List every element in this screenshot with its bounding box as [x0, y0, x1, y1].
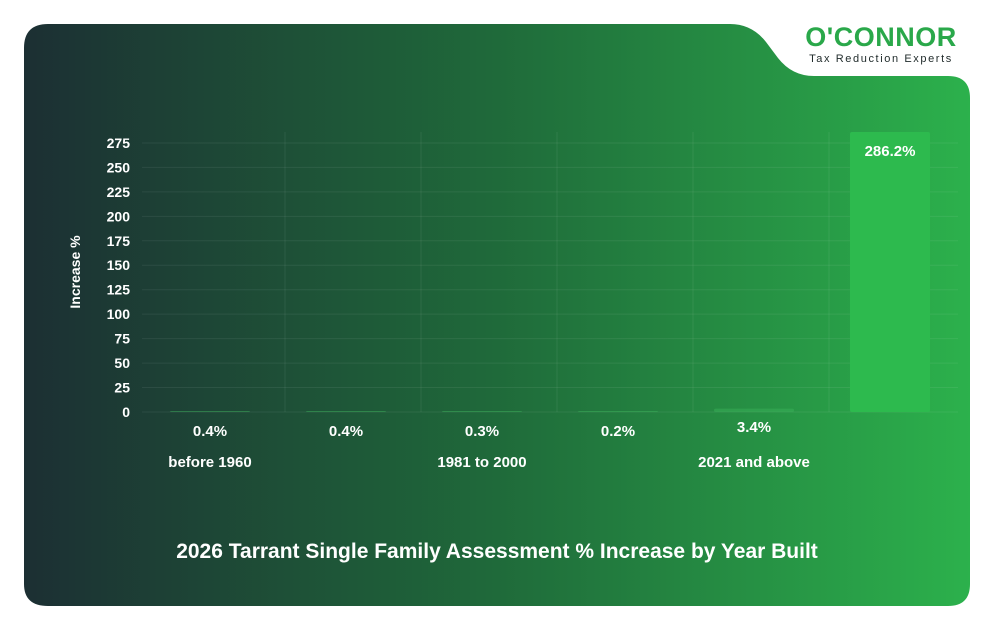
y-tick-label: 200: [107, 208, 131, 224]
brand-name: O'CONNOR: [805, 22, 957, 52]
y-tick-label: 250: [107, 159, 131, 175]
bars: [170, 132, 930, 412]
data-label: 0.3%: [465, 423, 499, 440]
bar: [578, 411, 658, 412]
y-tick-label: 150: [107, 257, 131, 273]
y-tick-label: 175: [107, 233, 131, 249]
data-label: 0.4%: [329, 423, 363, 440]
data-label: 0.2%: [601, 423, 635, 440]
y-tick-label: 0: [122, 404, 130, 420]
y-axis-label: Increase %: [67, 235, 83, 309]
x-axis-categories: before 1960 1981 to 2000 2021 and above: [168, 454, 810, 471]
x-category-label: before 1960: [168, 454, 251, 471]
x-category-label: 2021 and above: [698, 454, 810, 471]
y-tick-label: 50: [114, 355, 130, 371]
brand-logo: O'CONNOR Tax Reduction Experts: [790, 22, 972, 65]
y-tick-label: 125: [107, 282, 131, 298]
bar: [306, 411, 386, 412]
x-category-label: 1981 to 2000: [437, 454, 526, 471]
y-tick-label: 275: [107, 135, 131, 151]
bar: [170, 411, 250, 412]
data-label: 286.2%: [865, 143, 916, 160]
y-tick-label: 75: [114, 331, 130, 347]
data-label: 0.4%: [193, 423, 227, 440]
y-axis-ticks: 0 25 50 75 100 125 150 175 200 225 250 275: [107, 135, 131, 420]
y-tick-label: 100: [107, 306, 131, 322]
bar: [714, 408, 794, 412]
y-tick-label: 25: [114, 380, 130, 396]
bar: [442, 411, 522, 412]
data-labels: 0.4% 0.4% 0.3% 0.2% 3.4% 286.2%: [193, 143, 916, 440]
chart-title: 2026 Tarrant Single Family Assessment % …: [176, 540, 818, 563]
grid-lines: [142, 132, 958, 413]
y-tick-label: 225: [107, 184, 131, 200]
card-background: [24, 24, 970, 606]
data-label: 3.4%: [737, 419, 771, 436]
brand-tagline: Tax Reduction Experts: [809, 53, 953, 65]
bar: [850, 132, 930, 412]
